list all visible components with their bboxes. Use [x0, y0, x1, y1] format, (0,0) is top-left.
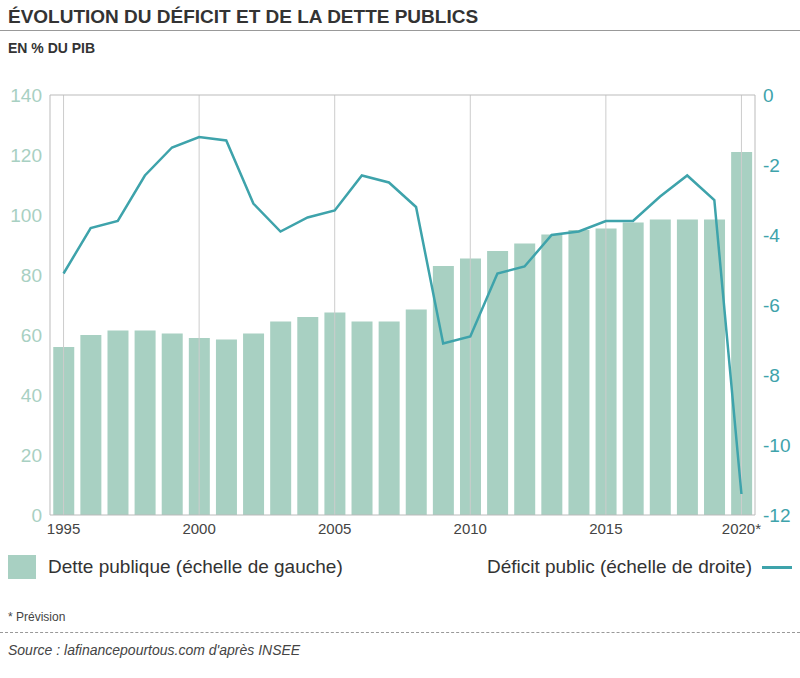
svg-text:-4: -4 — [763, 225, 780, 246]
svg-text:-12: -12 — [763, 505, 790, 526]
svg-text:80: 80 — [21, 265, 42, 286]
svg-text:2020*: 2020* — [722, 520, 761, 537]
svg-text:-8: -8 — [763, 365, 780, 386]
svg-text:140: 140 — [10, 85, 42, 106]
svg-text:-2: -2 — [763, 155, 780, 176]
svg-text:60: 60 — [21, 325, 42, 346]
svg-text:2000: 2000 — [182, 520, 215, 537]
html-text:* Prévision: * Prévision — [8, 610, 66, 624]
svg-text:-10: -10 — [763, 435, 790, 456]
html-text:Dette publique (échelle de gau: Dette publique (échelle de gauche) — [48, 556, 343, 577]
html-text:Source : lafinancepourtous.com: Source : lafinancepourtous.com d'après I… — [8, 642, 301, 658]
svg-text:-6: -6 — [763, 295, 780, 316]
svg-text:120: 120 — [10, 145, 42, 166]
svg-text:100: 100 — [10, 205, 42, 226]
svg-text:2005: 2005 — [318, 520, 351, 537]
html-text:Déficit public (échelle de dro: Déficit public (échelle de droite) — [486, 556, 752, 577]
svg-text:0: 0 — [763, 85, 774, 106]
html-text:ÉVOLUTION DU DÉFICIT ET DE LA: ÉVOLUTION DU DÉFICIT ET DE LA DETTE PUBL… — [8, 6, 479, 27]
svg-text:0: 0 — [31, 505, 42, 526]
html-text:EN % DU PIB: EN % DU PIB — [8, 40, 96, 56]
svg-text:40: 40 — [21, 385, 42, 406]
svg-text:1995: 1995 — [47, 520, 80, 537]
svg-text:2015: 2015 — [589, 520, 622, 537]
svg-text:20: 20 — [21, 445, 42, 466]
svg-text:2010: 2010 — [454, 520, 487, 537]
